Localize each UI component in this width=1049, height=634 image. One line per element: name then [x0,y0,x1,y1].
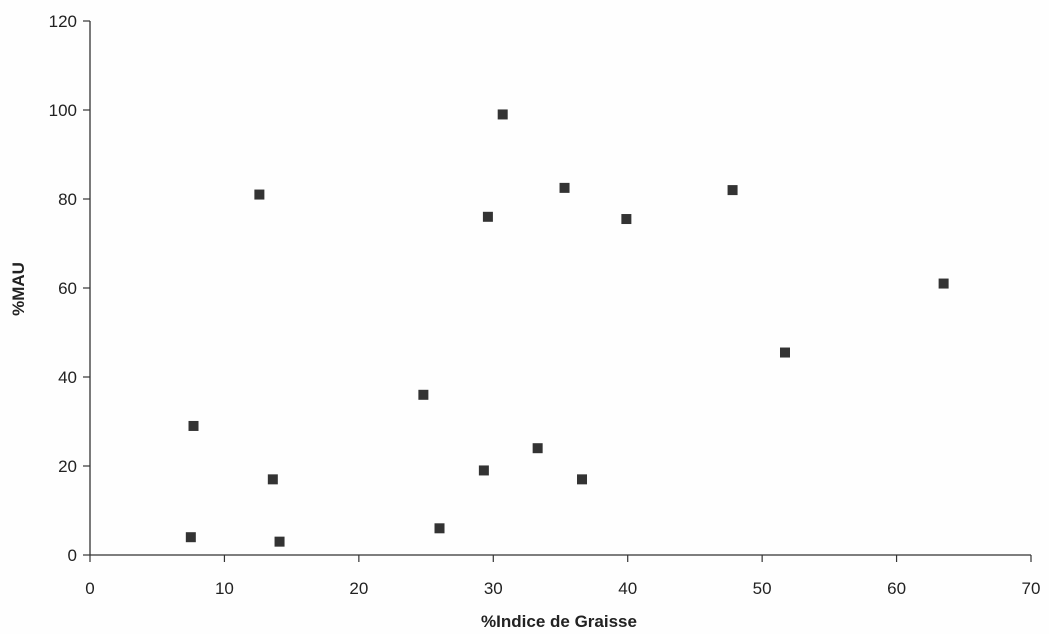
data-point [274,536,285,547]
y-tick-label: 0 [68,546,77,565]
x-tick-label: 60 [887,579,906,598]
x-tick-label: 70 [1022,579,1041,598]
y-axis-title: %MAU [9,262,28,316]
data-point [418,389,429,400]
data-points [185,109,949,547]
axes [89,21,1031,556]
y-tick-label: 120 [49,12,77,31]
x-tick-label: 0 [85,579,94,598]
data-point [185,532,196,543]
x-tick-label: 10 [215,579,234,598]
y-ticks: 0 20 40 60 80 100 120 [49,12,90,565]
y-tick-label: 20 [58,457,77,476]
x-tick-label: 40 [618,579,637,598]
data-point [478,465,489,476]
data-point [559,182,570,193]
data-point [577,474,588,485]
data-point [938,278,949,289]
data-point [482,211,493,222]
x-axis-title: %Indice de Graisse [481,612,637,631]
x-ticks: 0 10 20 30 40 50 60 70 [85,555,1040,598]
y-tick-label: 60 [58,279,77,298]
data-point [434,523,445,534]
data-point [532,443,543,454]
data-point [188,420,199,431]
x-tick-label: 50 [753,579,772,598]
data-point [267,474,278,485]
y-tick-label: 100 [49,101,77,120]
data-point [779,347,790,358]
y-tick-label: 80 [58,190,77,209]
data-point [254,189,265,200]
data-point [497,109,508,120]
x-tick-label: 30 [484,579,503,598]
data-point [727,185,738,196]
y-tick-label: 40 [58,368,77,387]
data-point [621,214,632,225]
x-tick-label: 20 [349,579,368,598]
